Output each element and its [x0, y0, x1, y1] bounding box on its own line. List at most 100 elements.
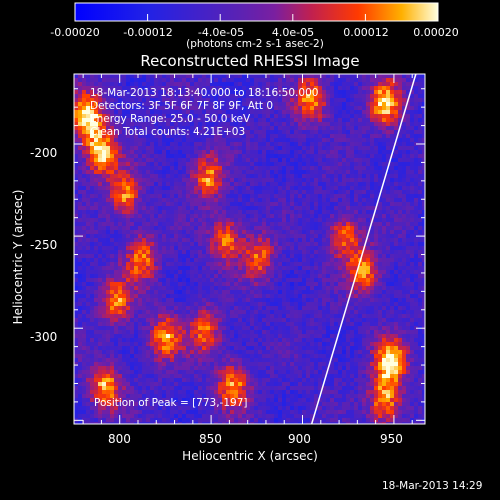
- heatmap-pixel: [386, 266, 391, 271]
- heatmap-pixel: [310, 122, 315, 127]
- heatmap-pixel: [74, 214, 79, 219]
- heatmap-pixel: [242, 102, 247, 107]
- heatmap-pixel: [338, 266, 343, 271]
- heatmap-pixel: [274, 94, 279, 99]
- heatmap-pixel: [250, 254, 255, 259]
- heatmap-pixel: [318, 278, 323, 283]
- heatmap-pixel: [158, 162, 163, 167]
- heatmap-pixel: [334, 102, 339, 107]
- heatmap-pixel: [342, 246, 347, 251]
- heatmap-pixel: [202, 154, 207, 159]
- heatmap-pixel: [134, 170, 139, 175]
- heatmap-pixel: [266, 106, 271, 111]
- heatmap-pixel: [278, 246, 283, 251]
- heatmap-pixel: [98, 202, 103, 207]
- heatmap-pixel: [90, 78, 95, 83]
- heatmap-pixel: [382, 194, 387, 199]
- heatmap-pixel: [414, 174, 419, 179]
- heatmap-pixel: [254, 158, 259, 163]
- heatmap-pixel: [246, 174, 251, 179]
- heatmap-pixel: [106, 118, 111, 123]
- heatmap-pixel: [326, 150, 331, 155]
- heatmap-pixel: [182, 294, 187, 299]
- heatmap-pixel: [314, 102, 319, 107]
- heatmap-pixel: [358, 270, 363, 275]
- heatmap-pixel: [402, 198, 407, 203]
- heatmap-pixel: [326, 110, 331, 115]
- heatmap-pixel: [186, 158, 191, 163]
- heatmap-pixel: [102, 82, 107, 87]
- heatmap-pixel: [202, 194, 207, 199]
- heatmap-pixel: [350, 246, 355, 251]
- heatmap-pixel: [162, 278, 167, 283]
- heatmap-pixel: [226, 194, 231, 199]
- heatmap-pixel: [118, 238, 123, 243]
- heatmap-pixel: [302, 78, 307, 83]
- heatmap-pixel: [90, 166, 95, 171]
- heatmap-pixel: [334, 222, 339, 227]
- heatmap-pixel: [414, 262, 419, 267]
- heatmap-pixel: [246, 218, 251, 223]
- heatmap-pixel: [402, 162, 407, 167]
- heatmap-pixel: [130, 210, 135, 215]
- heatmap-pixel: [342, 178, 347, 183]
- heatmap-pixel: [214, 134, 219, 139]
- heatmap-pixel: [182, 174, 187, 179]
- heatmap-pixel: [154, 286, 159, 291]
- heatmap-pixel: [306, 82, 311, 87]
- heatmap-pixel: [210, 74, 215, 79]
- heatmap-pixel: [78, 98, 83, 103]
- heatmap-pixel: [350, 194, 355, 199]
- heatmap-pixel: [342, 150, 347, 155]
- heatmap-pixel: [402, 278, 407, 283]
- heatmap-pixel: [326, 162, 331, 167]
- heatmap-pixel: [294, 266, 299, 271]
- heatmap-pixel: [218, 134, 223, 139]
- heatmap-pixel: [242, 98, 247, 103]
- heatmap-pixel: [262, 134, 267, 139]
- heatmap-pixel: [386, 190, 391, 195]
- heatmap-pixel: [102, 110, 107, 115]
- heatmap-pixel: [270, 274, 275, 279]
- heatmap-pixel: [414, 278, 419, 283]
- heatmap-pixel: [110, 94, 115, 99]
- heatmap-pixel: [222, 242, 227, 247]
- heatmap-pixel: [382, 258, 387, 263]
- heatmap-pixel: [310, 170, 315, 175]
- heatmap-pixel: [338, 130, 343, 135]
- heatmap-pixel: [178, 134, 183, 139]
- heatmap-pixel: [82, 230, 87, 235]
- heatmap-pixel: [78, 202, 83, 207]
- heatmap-pixel: [290, 294, 295, 299]
- heatmap-pixel: [178, 158, 183, 163]
- heatmap-pixel: [162, 114, 167, 119]
- heatmap-pixel: [354, 114, 359, 119]
- heatmap-pixel: [98, 106, 103, 111]
- heatmap-pixel: [206, 258, 211, 263]
- heatmap-pixel: [414, 150, 419, 155]
- heatmap-pixel: [162, 254, 167, 259]
- heatmap-pixel: [242, 150, 247, 155]
- heatmap-pixel: [318, 238, 323, 243]
- heatmap-pixel: [414, 254, 419, 259]
- heatmap-pixel: [410, 222, 415, 227]
- heatmap-pixel: [402, 154, 407, 159]
- heatmap-pixel: [222, 238, 227, 243]
- heatmap-pixel: [154, 166, 159, 171]
- heatmap-pixel: [374, 86, 379, 91]
- heatmap-pixel: [226, 78, 231, 83]
- heatmap-pixel: [290, 158, 295, 163]
- heatmap-pixel: [294, 182, 299, 187]
- heatmap-pixel: [242, 142, 247, 147]
- heatmap-pixel: [230, 138, 235, 143]
- heatmap-pixel: [146, 86, 151, 91]
- heatmap-pixel: [258, 194, 263, 199]
- heatmap-pixel: [382, 146, 387, 151]
- heatmap-pixel: [146, 202, 151, 207]
- heatmap-pixel: [206, 190, 211, 195]
- heatmap-pixel: [278, 82, 283, 87]
- heatmap-pixel: [82, 166, 87, 171]
- heatmap-pixel: [322, 170, 327, 175]
- heatmap-pixel: [198, 274, 203, 279]
- heatmap-pixel: [306, 86, 311, 91]
